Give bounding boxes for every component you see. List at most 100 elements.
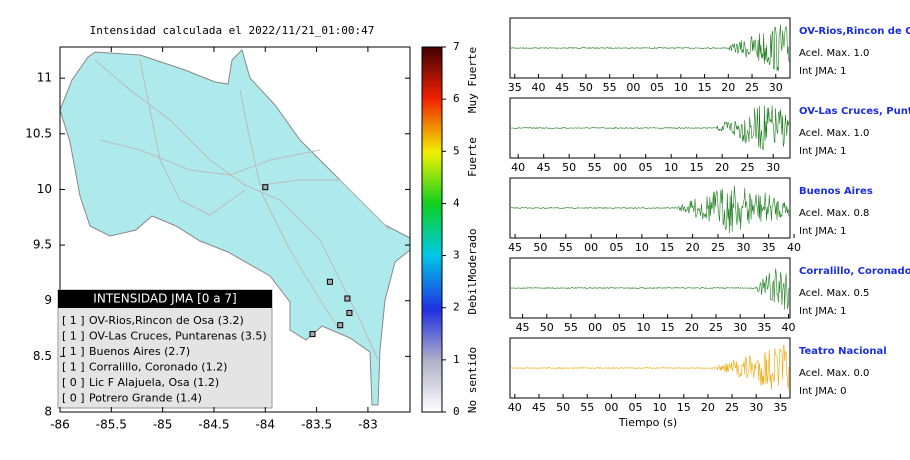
station-marker (326, 278, 333, 285)
x-tick-label: 15 (698, 81, 712, 94)
x-tick-label: 30 (769, 81, 783, 94)
x-tick-label: 20 (715, 161, 729, 174)
map-title: Intensidad calculada el 2022/11/21_01:00… (90, 24, 375, 37)
x-tick-label: 20 (701, 401, 715, 414)
country-outline (60, 49, 410, 406)
x-tick-label: 25 (709, 321, 723, 334)
x-tick-label: 50 (579, 81, 593, 94)
colorbar-tick-label: 6 (453, 92, 460, 105)
x-tick-label: 30 (749, 401, 763, 414)
x-tick-label: 45 (532, 401, 546, 414)
x-tick-label: 40 (508, 401, 522, 414)
colorbar-category: Debil (466, 281, 479, 314)
legend-station: Lic F Alajuela, Osa (1.2) (89, 376, 219, 389)
legend-jma: [ 1 ] (62, 330, 85, 343)
legend-station: Potrero Grande (1.4) (89, 392, 202, 405)
waveform-trace (510, 344, 790, 390)
colorbar-category: Moderado (466, 229, 479, 282)
x-tick-label: 40 (782, 321, 796, 334)
x-tick-label: 25 (741, 161, 755, 174)
legend-header (58, 290, 272, 308)
station-marker (346, 309, 353, 316)
colorbar-tick-label: 1 (453, 353, 460, 366)
panel-title: Corralillo, Coronado (799, 266, 910, 277)
panel-acel: Acel. Max. 1.0 (799, 128, 869, 139)
waveform-trace (510, 268, 790, 310)
x-tick-label: 00 (604, 401, 618, 414)
x-tick-label: 25 (745, 81, 759, 94)
x-tick-label: 15 (677, 401, 691, 414)
x-tick-label: 35 (773, 401, 787, 414)
colorbar-category: No sentido (466, 347, 479, 413)
colorbar-tick-label: 0 (453, 405, 460, 418)
waveform-trace (510, 105, 790, 150)
x-tick-label: 40 (787, 241, 801, 254)
panel-acel: Acel. Max. 1.0 (799, 48, 869, 59)
x-tick-label: 55 (559, 241, 573, 254)
x-tick-label: 20 (721, 81, 735, 94)
y-tick-label: 9 (44, 293, 52, 307)
y-tick-label: 10.5 (25, 126, 52, 140)
x-tick-label: 40 (511, 161, 525, 174)
legend-jma: [ 1 ] (62, 314, 85, 327)
legend-station: OV-Rios,Rincon de Osa (3.2) (89, 314, 244, 327)
x-tick-label: 30 (736, 241, 750, 254)
x-tick-label: 00 (613, 161, 627, 174)
colorbar-tick-label: 2 (453, 301, 460, 314)
x-tick-label: 10 (636, 321, 650, 334)
x-tick-label: 30 (733, 321, 747, 334)
x-tick-label: -85.5 (96, 418, 127, 432)
station-marker (262, 184, 269, 191)
legend-title: INTENSIDAD JMA [0 a 7] (93, 292, 236, 306)
map-frame (59, 46, 411, 413)
panel-int: Int JMA: 0 (799, 386, 847, 397)
x-tick-label: 10 (664, 161, 678, 174)
legend-station: Buenos Aires (2.7) (89, 345, 190, 358)
x-tick-label: 05 (612, 321, 626, 334)
x-tick-label: 05 (629, 401, 643, 414)
colorbar-tick-label: 7 (453, 40, 460, 53)
panel-int: Int JMA: 1 (799, 226, 847, 237)
legend-station: Corralillo, Coronado (1.2) (89, 361, 227, 374)
panel-acel: Acel. Max. 0.0 (799, 368, 869, 379)
x-tick-label: 40 (531, 81, 545, 94)
legend-jma: [ 1 ] (62, 345, 85, 358)
panel-acel: Acel. Max. 0.5 (799, 288, 869, 299)
panel-int: Int JMA: 1 (799, 146, 847, 157)
x-tick-label: 20 (685, 321, 699, 334)
x-tick-label: 15 (660, 241, 674, 254)
y-tick-label: 11 (37, 71, 52, 85)
legend-jma: [ 0 ] (62, 376, 85, 389)
x-tick-label: 45 (555, 81, 569, 94)
colorbar-tick-label: 4 (453, 196, 460, 209)
y-tick-label: 8.5 (33, 349, 52, 363)
x-tick-label: 00 (626, 81, 640, 94)
colorbar-category: Muy Fuerte (466, 47, 479, 113)
station-marker (344, 295, 351, 302)
x-tick-label: -86 (50, 418, 70, 432)
x-tick-label: 05 (650, 81, 664, 94)
x-tick-label: 30 (766, 161, 780, 174)
x-tick-label: 45 (508, 241, 522, 254)
map (60, 49, 410, 406)
x-tick-label: 45 (537, 161, 551, 174)
panel-title: Teatro Nacional (799, 346, 887, 357)
x-tick-label: -84.5 (198, 418, 229, 432)
legend-box (57, 289, 273, 409)
x-tick-label: 50 (562, 161, 576, 174)
legend-jma: [ 0 ] (62, 392, 85, 405)
x-tick-label: 55 (580, 401, 594, 414)
x-tick-label: 00 (588, 321, 602, 334)
x-tick-label: 10 (653, 401, 667, 414)
x-tick-label: -83.5 (301, 418, 332, 432)
colorbar-tick-label: 5 (453, 144, 460, 157)
legend-station: OV-Las Cruces, Puntarenas (3.5) (89, 330, 267, 343)
x-axis-label: Tiempo (s) (618, 416, 677, 429)
x-tick-label: 05 (610, 241, 624, 254)
panel-title: OV-Rios,Rincon de Osa (799, 26, 910, 37)
waveform-trace (510, 185, 790, 234)
panel-title: Buenos Aires (799, 186, 873, 197)
x-tick-label: 55 (564, 321, 578, 334)
x-tick-label: 50 (533, 241, 547, 254)
